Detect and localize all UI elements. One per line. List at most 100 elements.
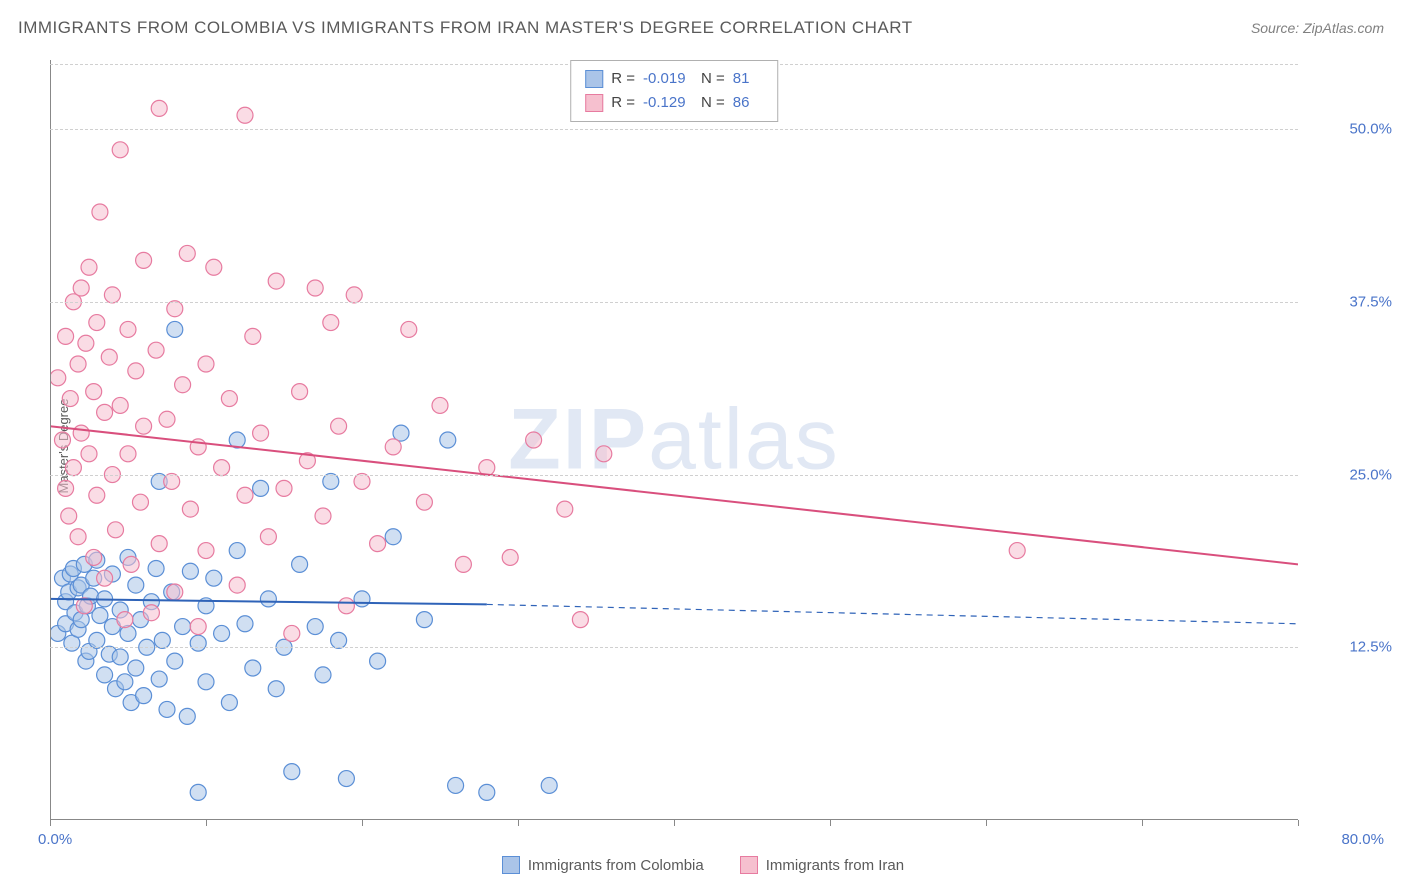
legend-swatch [585, 94, 603, 112]
bottom-legend: Immigrants from Colombia Immigrants from … [0, 856, 1406, 878]
legend-stats-row: R =-0.129N =86 [585, 91, 763, 115]
scatter-point [260, 529, 276, 545]
scatter-point [268, 273, 284, 289]
scatter-chart: ZIPatlas 12.5%25.0%37.5%50.0% R =-0.019N… [50, 60, 1298, 820]
scatter-point [112, 397, 128, 413]
x-tick-mark [1298, 820, 1299, 826]
y-tick-label: 12.5% [1349, 639, 1392, 656]
x-tick-mark [986, 820, 987, 826]
n-value: 86 [733, 91, 763, 115]
scatter-point [89, 487, 105, 503]
scatter-point [502, 549, 518, 565]
scatter-point [253, 480, 269, 496]
scatter-point [323, 473, 339, 489]
scatter-point [541, 777, 557, 793]
scatter-point [214, 460, 230, 476]
x-tick-max: 80.0% [1341, 831, 1384, 848]
scatter-point [108, 522, 124, 538]
scatter-point [307, 619, 323, 635]
scatter-point [416, 494, 432, 510]
scatter-point [237, 107, 253, 123]
scatter-point [175, 377, 191, 393]
scatter-point [112, 142, 128, 158]
scatter-point [432, 397, 448, 413]
scatter-point [401, 321, 417, 337]
scatter-point [128, 577, 144, 593]
scatter-point [338, 771, 354, 787]
scatter-point [370, 653, 386, 669]
scatter-point [370, 536, 386, 552]
scatter-point [132, 494, 148, 510]
scatter-point [198, 543, 214, 559]
scatter-point [167, 321, 183, 337]
scatter-point [159, 701, 175, 717]
chart-title: IMMIGRANTS FROM COLOMBIA VS IMMIGRANTS F… [18, 18, 913, 38]
scatter-point [104, 287, 120, 303]
scatter-point [86, 384, 102, 400]
scatter-point [78, 335, 94, 351]
r-value: -0.129 [643, 91, 693, 115]
r-label: R = [611, 67, 635, 91]
scatter-point [164, 473, 180, 489]
scatter-point [148, 342, 164, 358]
trend-line-dashed [487, 604, 1298, 623]
scatter-point [229, 543, 245, 559]
scatter-point [315, 667, 331, 683]
x-tick-mark [206, 820, 207, 826]
scatter-point [323, 315, 339, 331]
bottom-legend-item: Immigrants from Colombia [502, 856, 704, 874]
gridline [50, 475, 1298, 476]
n-label: N = [701, 91, 725, 115]
scatter-point [167, 584, 183, 600]
y-axis-line [50, 60, 51, 820]
scatter-point [54, 432, 70, 448]
scatter-point [596, 446, 612, 462]
bottom-legend-item: Immigrants from Iran [740, 856, 904, 874]
x-tick-mark [50, 820, 51, 826]
scatter-point [237, 616, 253, 632]
scatter-point [97, 404, 113, 420]
scatter-point [117, 674, 133, 690]
scatter-point [81, 259, 97, 275]
legend-label: Immigrants from Iran [766, 857, 904, 874]
gridline [50, 302, 1298, 303]
scatter-point [190, 784, 206, 800]
x-tick-mark [830, 820, 831, 826]
scatter-point [221, 391, 237, 407]
scatter-point [455, 556, 471, 572]
x-tick-mark [362, 820, 363, 826]
scatter-point [440, 432, 456, 448]
scatter-point [86, 549, 102, 565]
scatter-point [572, 612, 588, 628]
scatter-point [338, 598, 354, 614]
x-tick-mark [1142, 820, 1143, 826]
legend-label: Immigrants from Colombia [528, 857, 704, 874]
scatter-point [112, 649, 128, 665]
scatter-point [151, 536, 167, 552]
scatter-point [198, 674, 214, 690]
scatter-point [120, 321, 136, 337]
scatter-point [354, 473, 370, 489]
y-tick-label: 37.5% [1349, 293, 1392, 310]
scatter-point [148, 561, 164, 577]
scatter-point [92, 607, 108, 623]
scatter-point [331, 418, 347, 434]
n-label: N = [701, 67, 725, 91]
scatter-point [214, 625, 230, 641]
scatter-point [73, 425, 89, 441]
source-attribution: Source: ZipAtlas.com [1251, 20, 1384, 36]
scatter-point [151, 671, 167, 687]
scatter-point [123, 556, 139, 572]
scatter-point [385, 529, 401, 545]
scatter-point [92, 204, 108, 220]
scatter-point [167, 301, 183, 317]
scatter-point [245, 328, 261, 344]
legend-stats-row: R =-0.019N =81 [585, 67, 763, 91]
scatter-point [128, 363, 144, 379]
scatter-point [58, 328, 74, 344]
scatter-point [526, 432, 542, 448]
scatter-point [276, 480, 292, 496]
scatter-point [190, 619, 206, 635]
scatter-point [557, 501, 573, 517]
scatter-point [182, 563, 198, 579]
